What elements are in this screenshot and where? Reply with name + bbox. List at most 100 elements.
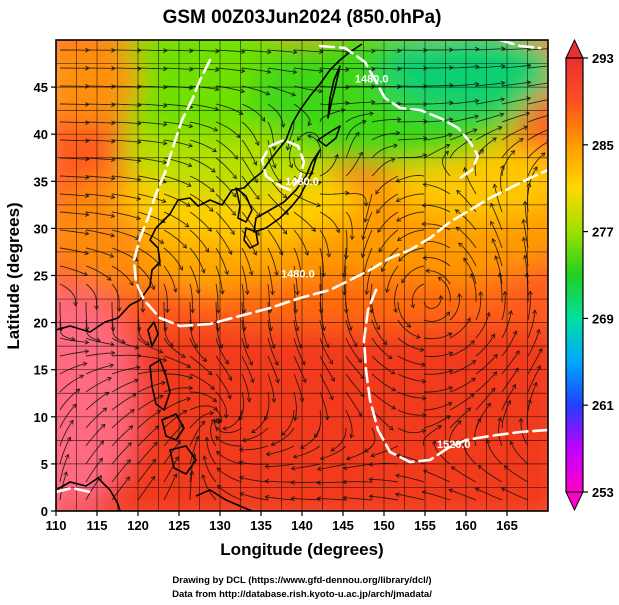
streamline-arrow [97,474,102,480]
streamline [239,445,269,451]
streamline [293,193,321,207]
streamline-arrow [215,426,220,432]
streamline [474,418,481,447]
streamline [215,337,229,365]
streamline [267,139,276,168]
streamline-arrow [240,88,246,94]
streamline [478,465,503,483]
streamline-arrow [186,363,192,368]
streamline [111,67,141,70]
streamline [85,302,88,331]
streamline [137,265,155,290]
streamline-arrow [186,396,192,402]
mindanao-coastline [169,445,197,475]
contour-1520-east [362,288,548,464]
streamline [215,103,244,115]
streamline-arrow [522,254,528,260]
contour-1480-north [318,44,480,180]
streamline-arrow [238,110,244,115]
streamline-arrow [186,182,192,187]
streamline-arrow [307,121,313,127]
x-tick-label: 145 [332,518,354,533]
streamline-arrow [128,425,134,430]
streamline [319,154,339,177]
streamline-arrow [492,183,498,189]
streamline-arrow [110,326,116,332]
streamline [396,175,425,183]
streamline [363,247,373,276]
streamline [85,175,115,179]
streamline [59,437,71,465]
streamline-arrow [292,69,298,75]
japan-hokkaido-coastline [317,125,341,147]
streamline [490,203,503,231]
streamline [494,184,503,213]
streamline [241,193,261,217]
streamline [501,400,511,429]
streamline-arrow [250,378,255,384]
streamline [241,49,271,53]
streamline-arrow [550,127,554,131]
streamline [343,265,347,295]
streamline [111,379,139,393]
streamline [189,85,219,91]
streamline-arrow [446,415,451,420]
streamline [267,229,283,255]
streamline [451,466,477,483]
streamline [111,103,141,106]
streamline-arrow [474,98,480,104]
contour-label: 1480.0 [355,73,389,85]
streamline-arrow [553,46,557,50]
streamline-arrow [126,459,131,464]
streamline-arrow [353,342,358,348]
streamline [527,65,548,69]
streamline [527,99,548,105]
streamline [423,118,453,123]
streamline-arrow [264,464,270,469]
contour-1480-japan-loop [260,138,306,192]
streamline-arrow [292,454,298,459]
streamline-arrow [188,142,193,148]
streamline-arrow [217,419,223,424]
lat-lon-grid [56,40,548,511]
streamline [449,48,479,51]
streamline-arrow [377,228,382,233]
streamline [59,362,87,375]
streamline-arrow [527,290,533,296]
streamline [163,424,184,447]
streamline-arrow [349,433,355,439]
x-axis-label: Longitude (degrees) [220,540,383,559]
streamline [111,354,141,357]
streamline [500,165,504,195]
streamline-arrow [285,146,291,151]
streamline [215,211,235,235]
streamline [441,151,451,177]
streamline-arrow [207,370,213,376]
streamline-arrow [500,97,506,102]
taiwan-coastline [147,321,159,347]
y-tick-label: 5 [41,457,48,472]
contour-labels: 1480.0 1480.0 1480.0 1520.0 [281,73,470,450]
streamline [397,229,425,241]
streamline-arrow [349,235,355,241]
streamline [137,103,167,107]
streamline-arrow [133,257,139,262]
streamline [111,157,141,162]
streamline [343,463,373,469]
streamline [319,391,328,420]
streamline-arrow [515,350,520,355]
streamline [189,471,193,501]
streamline-arrow [510,150,516,155]
streamline-arrow [214,67,220,73]
streamline [266,445,295,455]
contour-label: 1480.0 [285,176,319,188]
streamline-arrow [552,97,556,101]
streamline-arrow [361,235,366,241]
streamline-arrow [395,197,401,203]
streamline-arrow [330,377,335,382]
streamline [449,407,471,429]
streamline [345,132,360,159]
asia-mainland-coastline [56,43,363,333]
streamline [267,373,275,403]
streamline-arrow [151,458,157,464]
